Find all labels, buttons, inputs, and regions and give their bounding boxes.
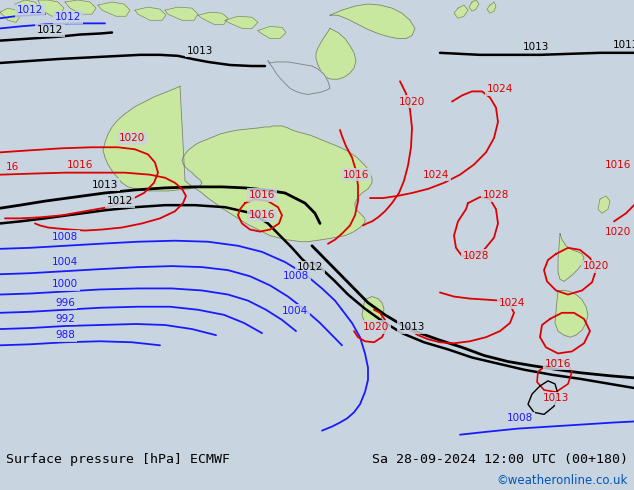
Text: 1012: 1012 [107,196,133,206]
Text: 1013: 1013 [399,322,425,332]
Text: 1016: 1016 [605,160,631,170]
Text: 1012: 1012 [297,262,323,272]
Text: Surface pressure [hPa] ECMWF: Surface pressure [hPa] ECMWF [6,453,230,466]
Text: 1016: 1016 [249,210,275,221]
Text: 1013: 1013 [543,393,569,403]
Text: ©weatheronline.co.uk: ©weatheronline.co.uk [496,474,628,488]
Text: 1016: 1016 [545,359,571,368]
Text: 1013: 1013 [613,40,634,49]
Polygon shape [598,196,610,213]
Polygon shape [0,8,20,23]
Text: 1016: 1016 [67,160,93,170]
Text: 1000: 1000 [52,279,78,290]
Text: 996: 996 [55,297,75,308]
Text: 1008: 1008 [507,414,533,423]
Polygon shape [198,12,228,24]
Text: 1020: 1020 [605,226,631,237]
Text: 1020: 1020 [363,322,389,332]
Text: 992: 992 [55,314,75,324]
Polygon shape [362,296,384,327]
Text: 1008: 1008 [52,232,78,242]
Text: 1013: 1013 [187,46,213,56]
Text: 1012: 1012 [37,25,63,35]
Polygon shape [165,7,198,20]
Text: 1020: 1020 [119,133,145,143]
Text: 1016: 1016 [343,170,369,180]
Text: 1028: 1028 [463,251,489,261]
Text: 988: 988 [55,330,75,340]
Polygon shape [98,2,130,16]
Polygon shape [103,86,372,242]
Polygon shape [454,5,468,18]
Text: 1024: 1024 [423,170,449,180]
Text: 1008: 1008 [283,271,309,281]
Polygon shape [65,0,96,14]
Text: 1013: 1013 [523,42,549,52]
Text: Sa 28-09-2024 12:00 UTC (00+180): Sa 28-09-2024 12:00 UTC (00+180) [372,453,628,466]
Polygon shape [316,28,356,79]
Text: 1004: 1004 [282,306,308,316]
Polygon shape [487,2,496,13]
Polygon shape [330,4,415,39]
Text: 1012: 1012 [55,12,81,22]
Text: 1024: 1024 [487,84,513,95]
Text: 1024: 1024 [499,297,525,308]
Polygon shape [558,234,584,281]
Polygon shape [225,16,258,28]
Text: 1020: 1020 [399,97,425,106]
Polygon shape [15,0,40,16]
Polygon shape [258,26,286,39]
Text: 1012: 1012 [17,5,43,15]
Polygon shape [135,7,166,20]
Polygon shape [555,291,588,337]
Text: 16: 16 [5,162,18,172]
Polygon shape [38,0,64,16]
Text: 1028: 1028 [483,190,509,200]
Text: 1020: 1020 [583,261,609,271]
Polygon shape [469,0,479,11]
Text: 1016: 1016 [249,190,275,200]
Polygon shape [268,61,330,95]
Text: 1004: 1004 [52,257,78,267]
Text: 1013: 1013 [92,180,118,190]
